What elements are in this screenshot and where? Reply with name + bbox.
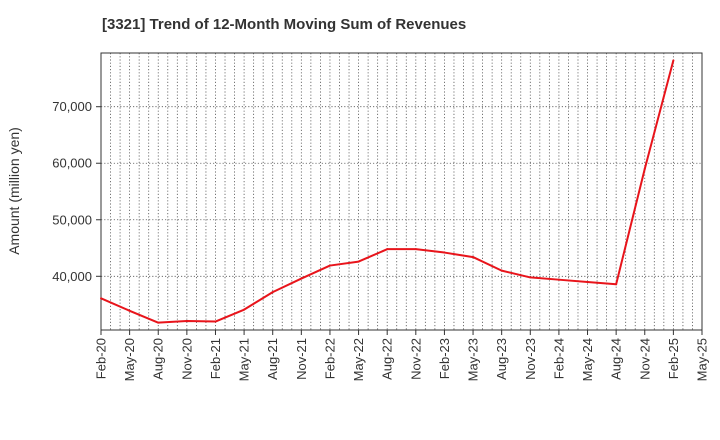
x-tick-label: Nov-21 (294, 338, 309, 380)
tick-labels: 40,000 50,000 60,000 70,000 Feb-20 May-20 Aug-… (52, 99, 709, 381)
data-point (300, 277, 303, 280)
data-point (100, 297, 102, 300)
data-point (271, 291, 274, 294)
x-tick-label: Nov-24 (637, 338, 652, 380)
data-point (586, 280, 589, 283)
x-tick-label: Nov-22 (408, 338, 423, 380)
grid-lines (101, 53, 702, 330)
data-point (643, 167, 646, 170)
series-layer (100, 59, 675, 324)
data-point (185, 319, 188, 322)
data-point (414, 248, 417, 251)
x-tick-label: Feb-20 (94, 338, 109, 379)
data-point (128, 309, 131, 312)
data-point (615, 283, 618, 286)
x-tick-label: Feb-22 (322, 338, 337, 379)
axis-ticks (96, 106, 703, 335)
x-tick-label: Aug-24 (609, 338, 624, 380)
data-point (243, 308, 246, 311)
data-point (386, 248, 389, 251)
data-point (557, 278, 560, 281)
y-tick-label: 60,000 (52, 156, 92, 171)
y-tick-label: 40,000 (52, 269, 92, 284)
x-tick-label: Aug-21 (265, 338, 280, 380)
x-tick-label: Feb-24 (551, 338, 566, 379)
data-point (472, 256, 475, 259)
x-tick-label: Aug-20 (151, 338, 166, 380)
x-tick-label: Feb-23 (437, 338, 452, 379)
x-tick-label: Feb-21 (208, 338, 223, 379)
data-point (672, 59, 675, 62)
x-tick-label: May-23 (466, 338, 481, 381)
x-tick-label: May-20 (122, 338, 137, 381)
x-tick-label: May-22 (351, 338, 366, 381)
y-tick-label: 50,000 (52, 212, 92, 227)
data-point (328, 264, 331, 267)
plot-area-border (100, 52, 703, 331)
data-point (214, 320, 217, 323)
x-tick-label: May-24 (580, 338, 595, 381)
y-tick-label: 70,000 (52, 99, 92, 114)
x-tick-label: Aug-23 (494, 338, 509, 380)
data-point (529, 276, 532, 279)
data-point (157, 321, 160, 324)
x-tick-label: Aug-22 (380, 338, 395, 380)
x-tick-label: May-21 (237, 338, 252, 381)
data-point (357, 260, 360, 263)
x-tick-label: Nov-23 (523, 338, 538, 380)
y-axis-title: Amount (million yen) (6, 127, 22, 255)
x-tick-label: Nov-20 (179, 338, 194, 380)
data-point (500, 269, 503, 272)
chart-title: [3321] Trend of 12-Month Moving Sum of R… (102, 16, 467, 33)
x-tick-label: May-25 (695, 338, 710, 381)
x-tick-label: Feb-25 (666, 338, 681, 379)
data-point (443, 251, 446, 254)
